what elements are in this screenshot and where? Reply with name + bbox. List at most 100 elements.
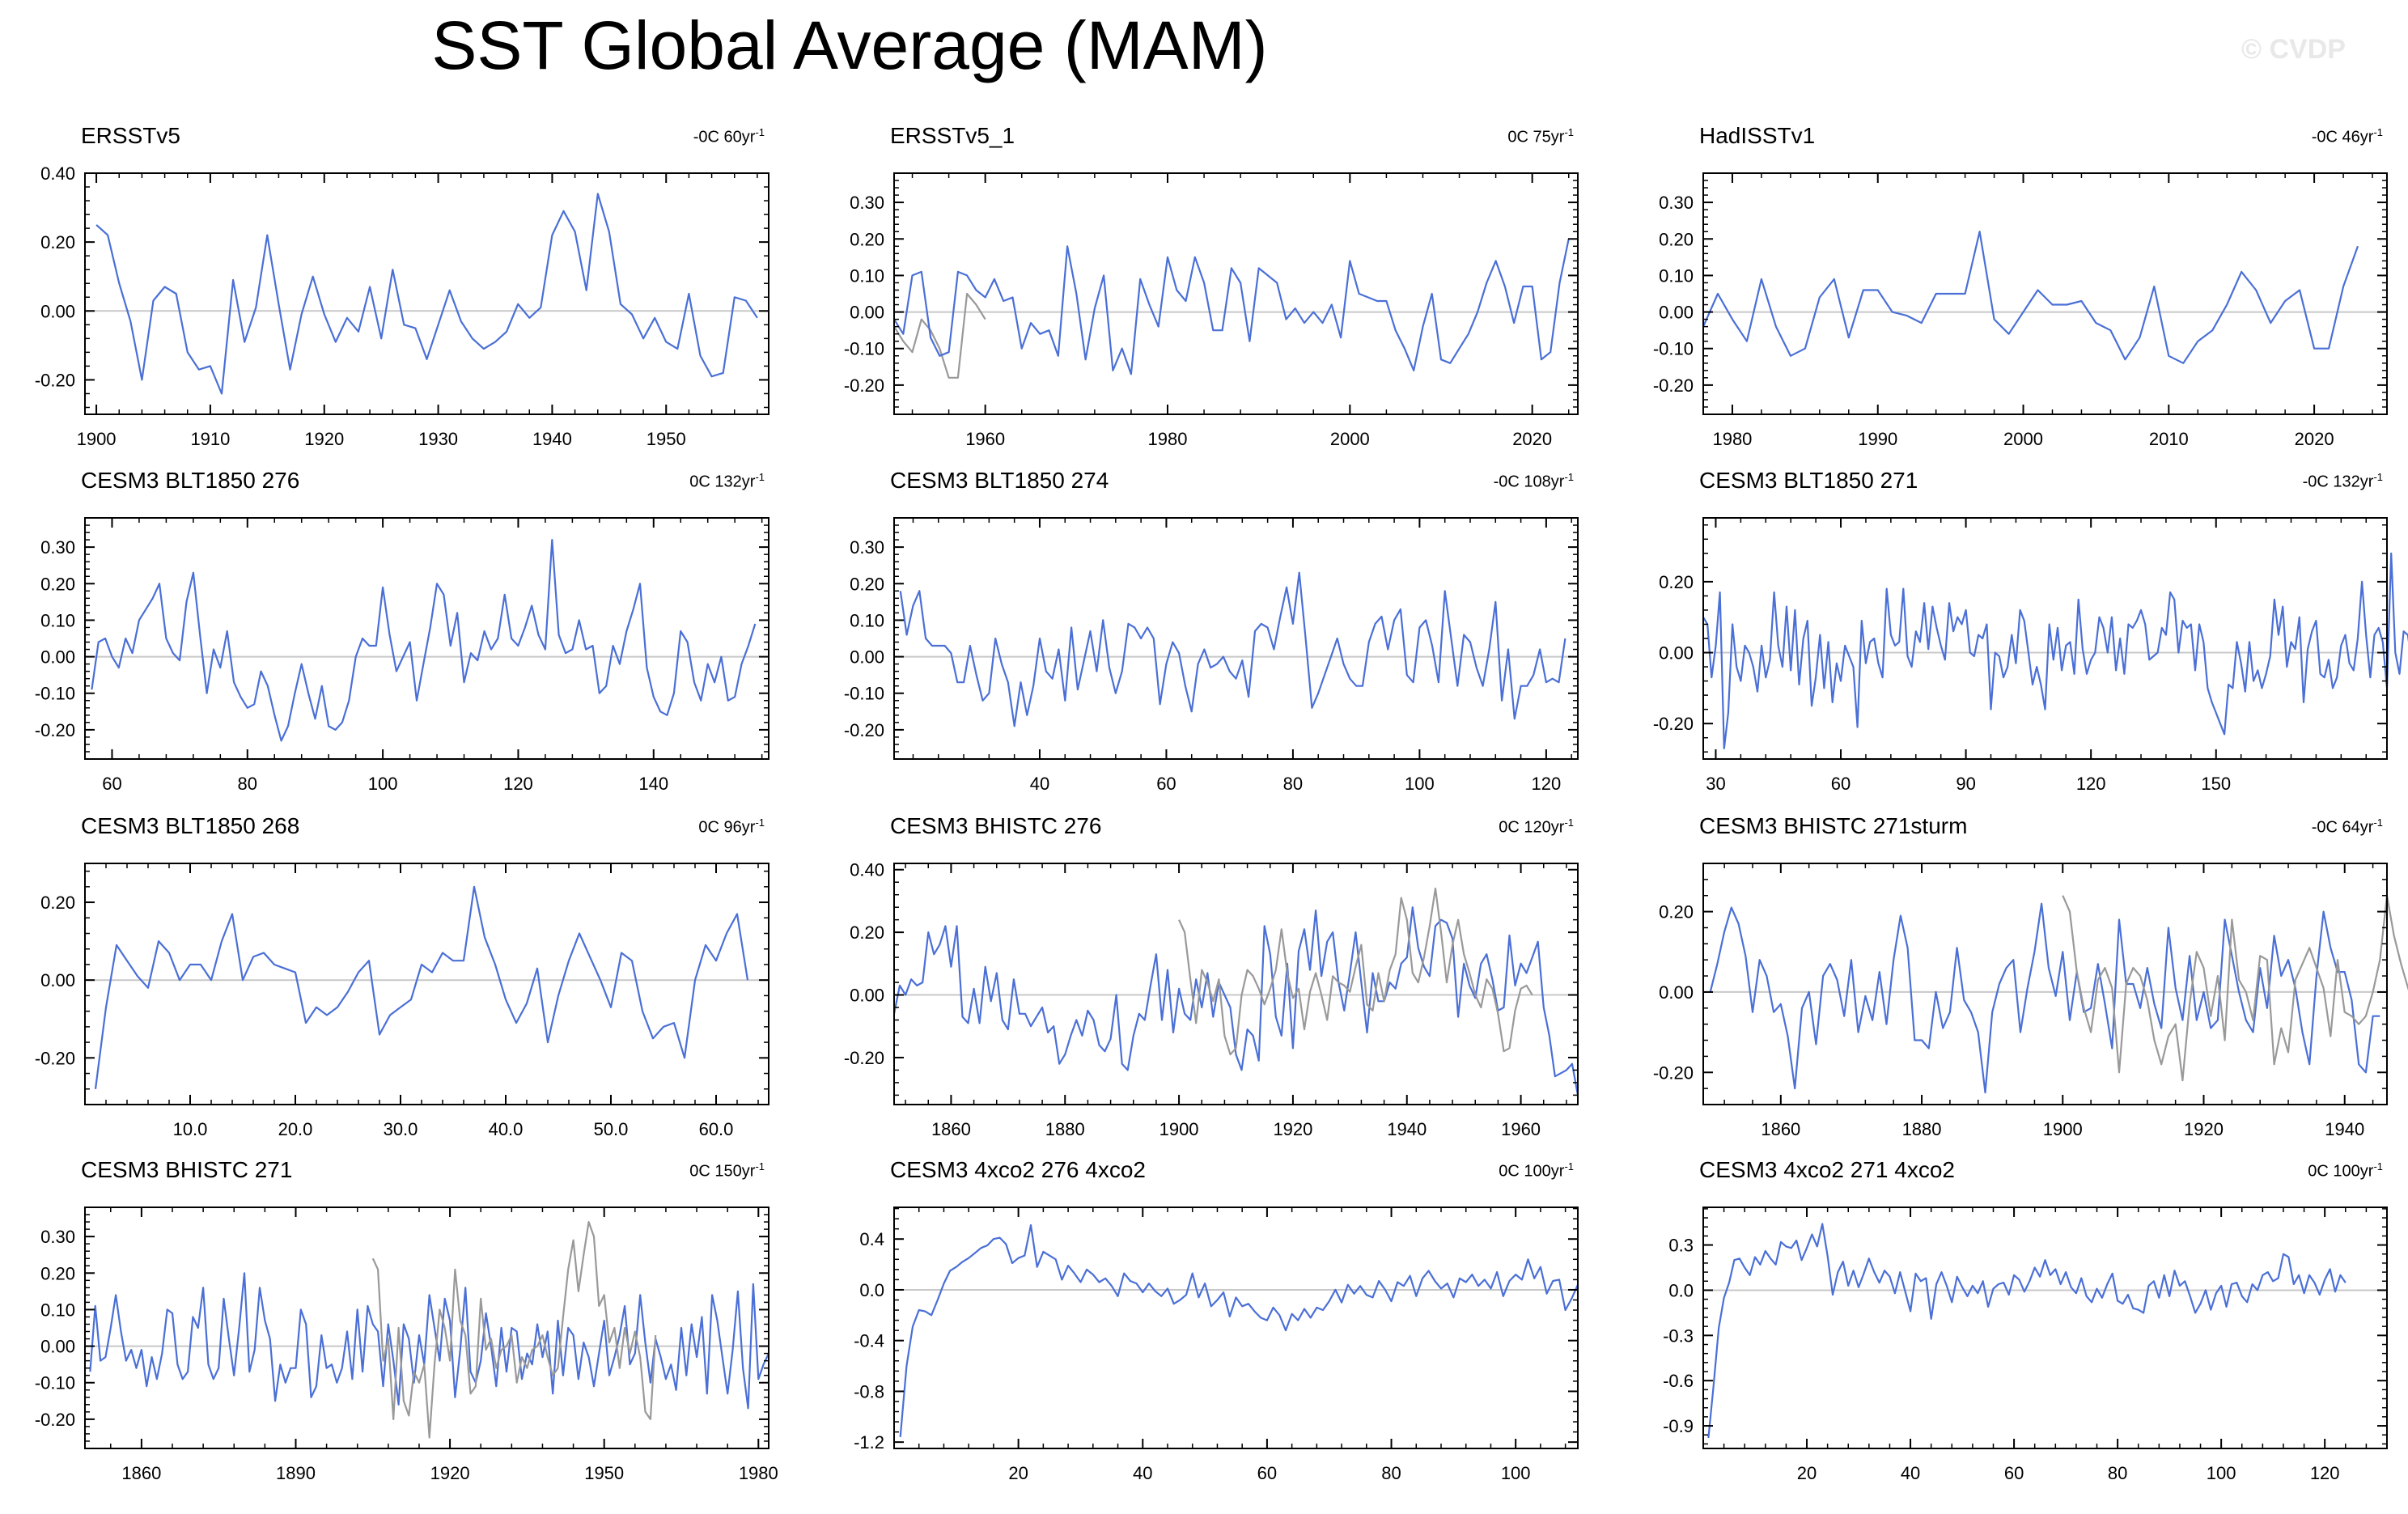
x-tick-label: 2020 [2295, 429, 2334, 449]
y-tick-label: 0.0 [1668, 1280, 1694, 1300]
x-tick-label: 2020 [1512, 429, 1552, 449]
y-tick-label: 0.00 [1659, 643, 1694, 664]
chart-svg: 30 60 90 120 150 0.20 0.00 -0.20 [1653, 517, 2408, 794]
x-tick-label: 1990 [1858, 429, 1897, 449]
trend-exponent: -1 [755, 126, 765, 138]
y-tick-label: 0.00 [1659, 303, 1694, 323]
chart-svg: 1860 1880 1900 1920 1940 0.20 0.00 -0.20 [1653, 863, 2408, 1139]
x-tick-label: 120 [2076, 774, 2106, 794]
x-tick-label: 20 [1797, 1463, 1817, 1483]
panel-trend-label: 0C 120yr-1 [1499, 816, 1574, 838]
panel-title: ERSSTv5 [81, 123, 180, 148]
y-tick-label: 0.20 [40, 893, 75, 913]
plot-frame [893, 517, 1579, 760]
y-tick-label: 0.10 [1659, 265, 1694, 286]
x-tick-label: 60.0 [699, 1119, 734, 1139]
panel-trend-label: 0C 100yr-1 [1499, 1160, 1574, 1181]
x-tick-label: 60 [1156, 774, 1176, 794]
trend-exponent: -1 [2373, 471, 2383, 483]
series-line-blue [899, 571, 1566, 727]
x-tick-label: 30.0 [384, 1119, 418, 1139]
x-tick-label: 120 [1532, 774, 1562, 794]
trend-exponent: -1 [755, 471, 765, 483]
panel-trend-label: 0C 132yr-1 [689, 471, 765, 492]
x-tick-label: 100 [2207, 1463, 2236, 1483]
panel-title: CESM3 BLT1850 274 [890, 468, 1109, 493]
x-tick-label: 90 [1956, 774, 1975, 794]
chart-svg: 1860 1890 1920 1950 1980 0.30 0.20 0.10 0.00 -0.1… [35, 1207, 778, 1483]
x-tick-label: 1860 [931, 1119, 971, 1139]
y-tick-label: -0.4 [854, 1331, 884, 1351]
x-tick-label: 20.0 [278, 1119, 313, 1139]
x-tick-label: 60 [102, 774, 121, 794]
y-tick-label: 0.20 [40, 232, 75, 252]
x-tick-label: 20 [1008, 1463, 1028, 1483]
chart-panel: CESM3 BHISTC 271sturm -0C 64yr-1 1860 1880 1… [1626, 813, 2408, 1153]
series-line-blue [91, 538, 757, 742]
x-tick-label: 60 [1257, 1463, 1277, 1483]
x-tick-label: 150 [2201, 774, 2231, 794]
plot-frame [893, 172, 1579, 415]
plot-frame [893, 863, 1579, 1105]
chart-panel: CESM3 BLT1850 271 -0C 132yr-1 30 60 90 120 150… [1626, 468, 2408, 808]
y-tick-label: 0.10 [850, 265, 884, 286]
x-tick-label: 1860 [1761, 1119, 1800, 1139]
y-tick-label: 0.10 [850, 610, 884, 630]
x-tick-label: 10.0 [173, 1119, 208, 1139]
watermark: © CVDP [2241, 34, 2346, 65]
chart-panel: HadISSTv1 -0C 46yr-1 1980 1990 2000 2010 2020 0… [1626, 123, 2408, 463]
x-tick-label: 1860 [121, 1463, 161, 1483]
x-tick-label: 1940 [1387, 1119, 1427, 1139]
x-tick-label: 100 [1405, 774, 1435, 794]
panel-trend-label: -0C 64yr-1 [2312, 816, 2383, 838]
panel-title: CESM3 BHISTC 276 [890, 813, 1102, 838]
panel-title: CESM3 BHISTC 271sturm [1699, 813, 1968, 838]
plot-frame [84, 1207, 769, 1449]
series-line-gray [1178, 887, 1533, 1056]
y-tick-label: -0.8 [854, 1381, 884, 1402]
x-tick-label: 1900 [2043, 1119, 2083, 1139]
chart-panel: CESM3 BHISTC 271 0C 150yr-1 1860 1890 1920 19… [8, 1157, 801, 1497]
y-tick-label: 0.10 [40, 1300, 75, 1320]
x-tick-label: 1880 [1902, 1119, 1942, 1139]
y-tick-label: 0.20 [850, 922, 884, 943]
trend-exponent: -1 [1564, 1160, 1574, 1173]
panel-trend-label: 0C 100yr-1 [2308, 1160, 2383, 1181]
x-tick-label: 1900 [77, 429, 117, 449]
x-tick-label: 120 [503, 774, 533, 794]
trend-text: 0C 75yr [1507, 128, 1565, 146]
series-line-gray [893, 292, 986, 379]
trend-text: 0C 100yr [2308, 1162, 2374, 1181]
x-tick-label: 30 [1706, 774, 1725, 794]
x-tick-label: 2010 [2149, 429, 2189, 449]
x-tick-label: 1920 [430, 1463, 470, 1483]
y-tick-label: 0.00 [1659, 982, 1694, 1003]
series-line-blue [1702, 552, 2408, 749]
y-tick-label: -1.2 [854, 1432, 884, 1453]
page-title: SST Global Average (MAM) [431, 7, 1268, 83]
x-tick-label: 80 [1283, 774, 1303, 794]
x-tick-label: 40.0 [489, 1119, 524, 1139]
y-tick-label: 0.30 [40, 1227, 75, 1247]
x-tick-label: 1980 [739, 1463, 778, 1483]
y-tick-label: -0.20 [844, 375, 884, 396]
x-tick-label: 1920 [2184, 1119, 2224, 1139]
x-tick-label: 100 [1501, 1463, 1531, 1483]
y-tick-label: -0.10 [1653, 339, 1694, 359]
y-tick-label: 0.30 [40, 537, 75, 558]
chart-panel: CESM3 BLT1850 268 0C 96yr-1 10.0 20.0 30.0 40… [8, 813, 801, 1153]
chart-svg: 60 80 100 120 140 0.30 0.20 0.10 0.00 -0.10 -0.20 [35, 517, 769, 794]
chart-svg: 20 40 60 80 100 0.4 0.0 -0.4 -0.8 -1.2 [854, 1207, 1579, 1483]
trend-text: 0C 96yr [698, 818, 756, 837]
y-tick-label: 0.20 [1659, 572, 1694, 592]
x-tick-label: 1980 [1148, 429, 1188, 449]
y-tick-label: 0.00 [40, 301, 75, 321]
x-tick-label: 100 [368, 774, 398, 794]
y-tick-label: 0.00 [850, 986, 884, 1006]
y-tick-label: -0.3 [1663, 1325, 1694, 1346]
series-line-blue [89, 1272, 769, 1410]
x-tick-label: 1980 [1712, 429, 1752, 449]
series-line-blue [1709, 902, 2380, 1094]
panel-title: CESM3 4xco2 276 4xco2 [890, 1157, 1146, 1182]
x-tick-label: 1960 [1501, 1119, 1541, 1139]
